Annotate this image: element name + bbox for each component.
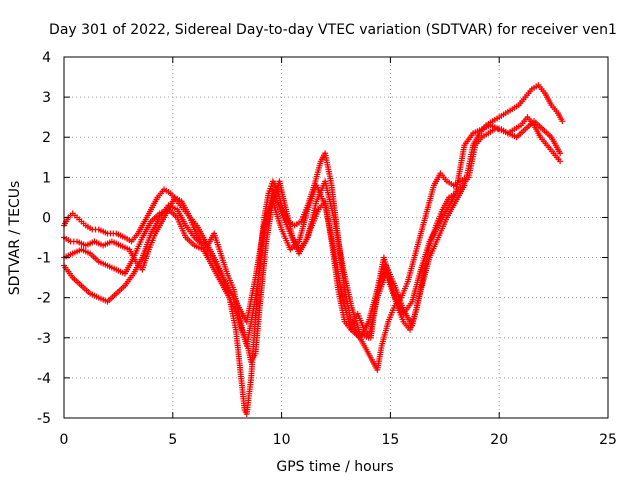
y-tick-label: -4	[37, 371, 51, 387]
y-tick-label: 1	[42, 170, 51, 186]
y-tick-label: -1	[37, 251, 51, 267]
data-point	[557, 158, 564, 165]
y-tick-label: -2	[37, 291, 51, 307]
x-axis-label: GPS time / hours	[276, 459, 393, 475]
x-tick-label: 15	[381, 432, 399, 448]
y-tick-label: 2	[42, 130, 51, 146]
plot-frame	[63, 56, 609, 419]
data-point	[559, 118, 566, 125]
y-axis-label: SDTVAR / TECUs	[7, 181, 23, 296]
x-tick-label: 20	[490, 432, 508, 448]
y-tick-label: 3	[42, 90, 51, 106]
x-tick-label: 5	[168, 432, 177, 448]
data-point	[461, 182, 468, 189]
y-tick-label: -5	[37, 411, 51, 427]
axis-ticks	[63, 56, 609, 419]
x-tick-label: 25	[599, 432, 617, 448]
x-tick-labels: 0 5 10 15 20 25	[60, 432, 617, 448]
chart-title: Day 301 of 2022, Sidereal Day-to-day VTE…	[49, 22, 617, 38]
y-tick-label: -3	[37, 331, 51, 347]
data-point	[557, 150, 564, 157]
data-points	[61, 82, 566, 417]
y-tick-label: 4	[42, 50, 51, 66]
x-tick-label: 10	[273, 432, 291, 448]
y-tick-labels: -5 -4 -3 -2 -1 0 1 2 3 4	[37, 50, 51, 427]
x-tick-label: 0	[60, 432, 69, 448]
y-tick-label: 0	[42, 210, 51, 226]
